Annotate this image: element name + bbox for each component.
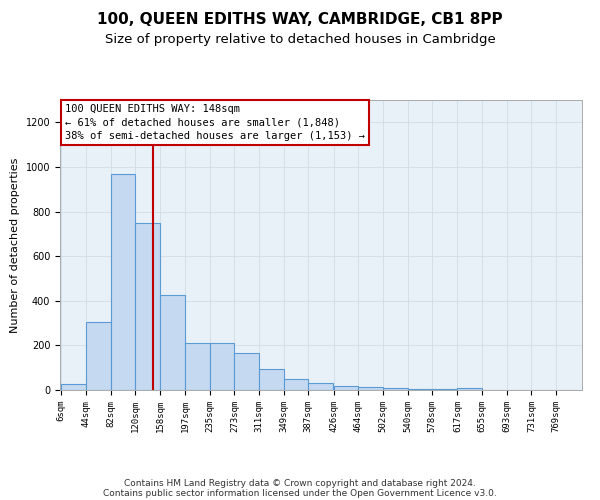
Bar <box>110 174 135 390</box>
Bar <box>185 343 210 390</box>
Y-axis label: Number of detached properties: Number of detached properties <box>10 158 20 332</box>
Text: 100 QUEEN EDITHS WAY: 148sqm
← 61% of detached houses are smaller (1,848)
38% of: 100 QUEEN EDITHS WAY: 148sqm ← 61% of de… <box>65 104 365 141</box>
Bar <box>210 343 235 390</box>
Text: 100, QUEEN EDITHS WAY, CAMBRIDGE, CB1 8PP: 100, QUEEN EDITHS WAY, CAMBRIDGE, CB1 8P… <box>97 12 503 28</box>
Bar <box>358 386 383 390</box>
Bar <box>334 386 358 390</box>
Text: Contains HM Land Registry data © Crown copyright and database right 2024.: Contains HM Land Registry data © Crown c… <box>124 478 476 488</box>
Bar <box>61 384 86 390</box>
Bar <box>407 389 432 390</box>
Bar <box>308 384 333 390</box>
Bar <box>284 379 308 390</box>
Bar <box>259 369 284 390</box>
Bar <box>135 222 160 390</box>
Bar <box>160 295 185 390</box>
Bar <box>235 353 259 390</box>
Bar <box>457 388 482 390</box>
Text: Contains public sector information licensed under the Open Government Licence v3: Contains public sector information licen… <box>103 488 497 498</box>
Text: Size of property relative to detached houses in Cambridge: Size of property relative to detached ho… <box>104 32 496 46</box>
Bar <box>383 388 407 390</box>
Bar <box>86 322 110 390</box>
